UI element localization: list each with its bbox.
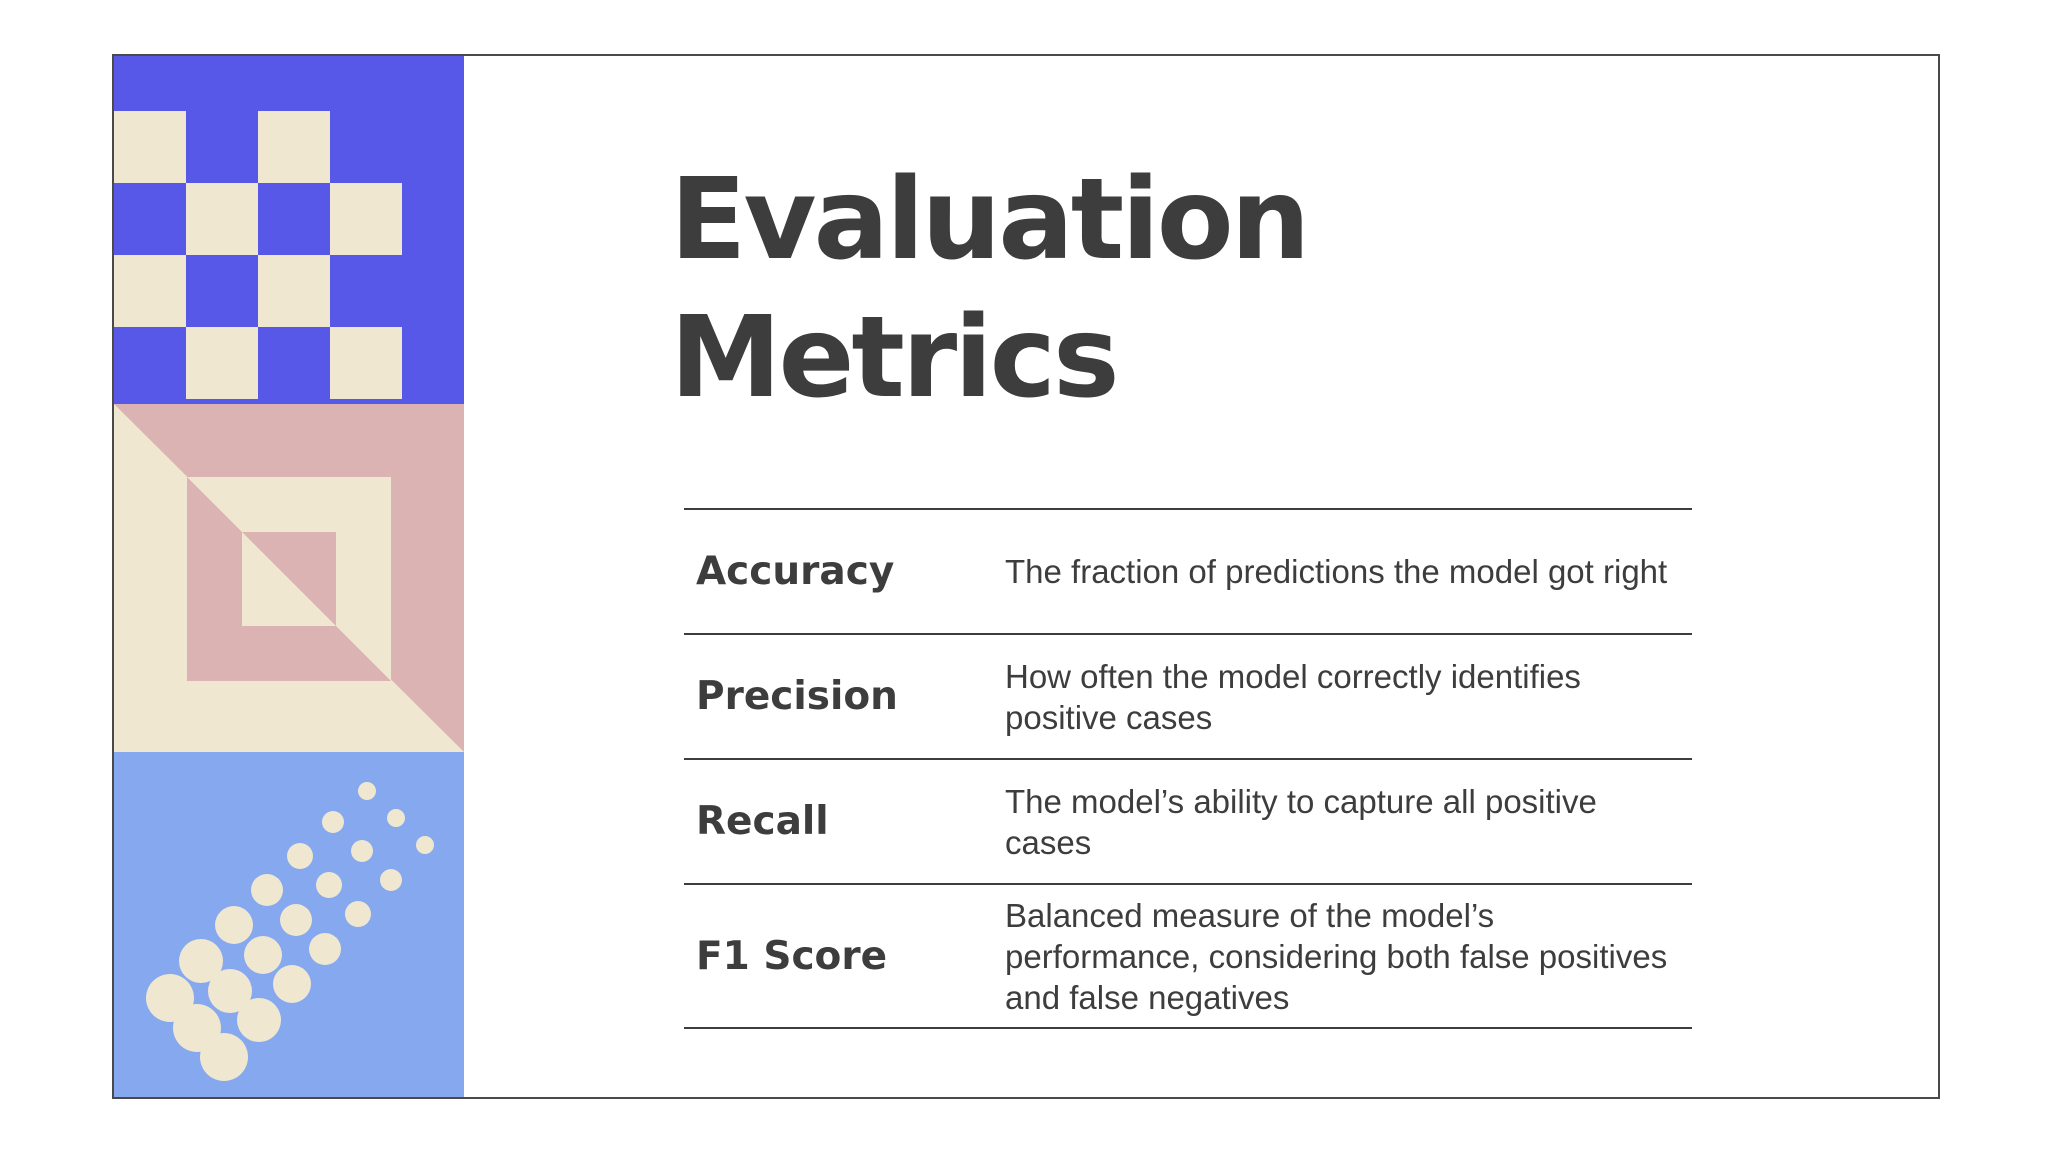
table-row: Recall The model’s ability to capture al… [684,760,1692,885]
metric-term: F1 Score [696,933,888,979]
metric-term: Precision [696,674,898,719]
metric-definition: How often the model correctly identifies… [1005,657,1581,736]
page-title-line-2: Metrics [670,293,1120,423]
dots-block [114,752,464,1097]
metric-definition: The fraction of predictions the model go… [1005,553,1668,590]
table-row: Accuracy The fraction of predictions the… [684,510,1692,635]
diagonal-squares-block [114,404,464,752]
table-row: F1 Score Balanced measure of the model’s… [684,885,1692,1029]
checkerboard-block [114,56,464,404]
page-title-line-1: Evaluation [670,155,1310,285]
metric-term: Recall [696,799,829,844]
page-title: Evaluation Metrics [670,151,1310,427]
metric-term: Accuracy [696,549,895,594]
metric-definition: The model’s ability to capture all posit… [1005,782,1597,861]
decorative-pattern-panel [114,56,464,1097]
table-row: Precision How often the model correctly … [684,635,1692,760]
metric-definition: Balanced measure of the model’s performa… [1005,896,1668,1016]
slide: Evaluation Metrics Accuracy The fraction… [112,54,1940,1099]
metrics-table: Accuracy The fraction of predictions the… [684,508,1692,1029]
